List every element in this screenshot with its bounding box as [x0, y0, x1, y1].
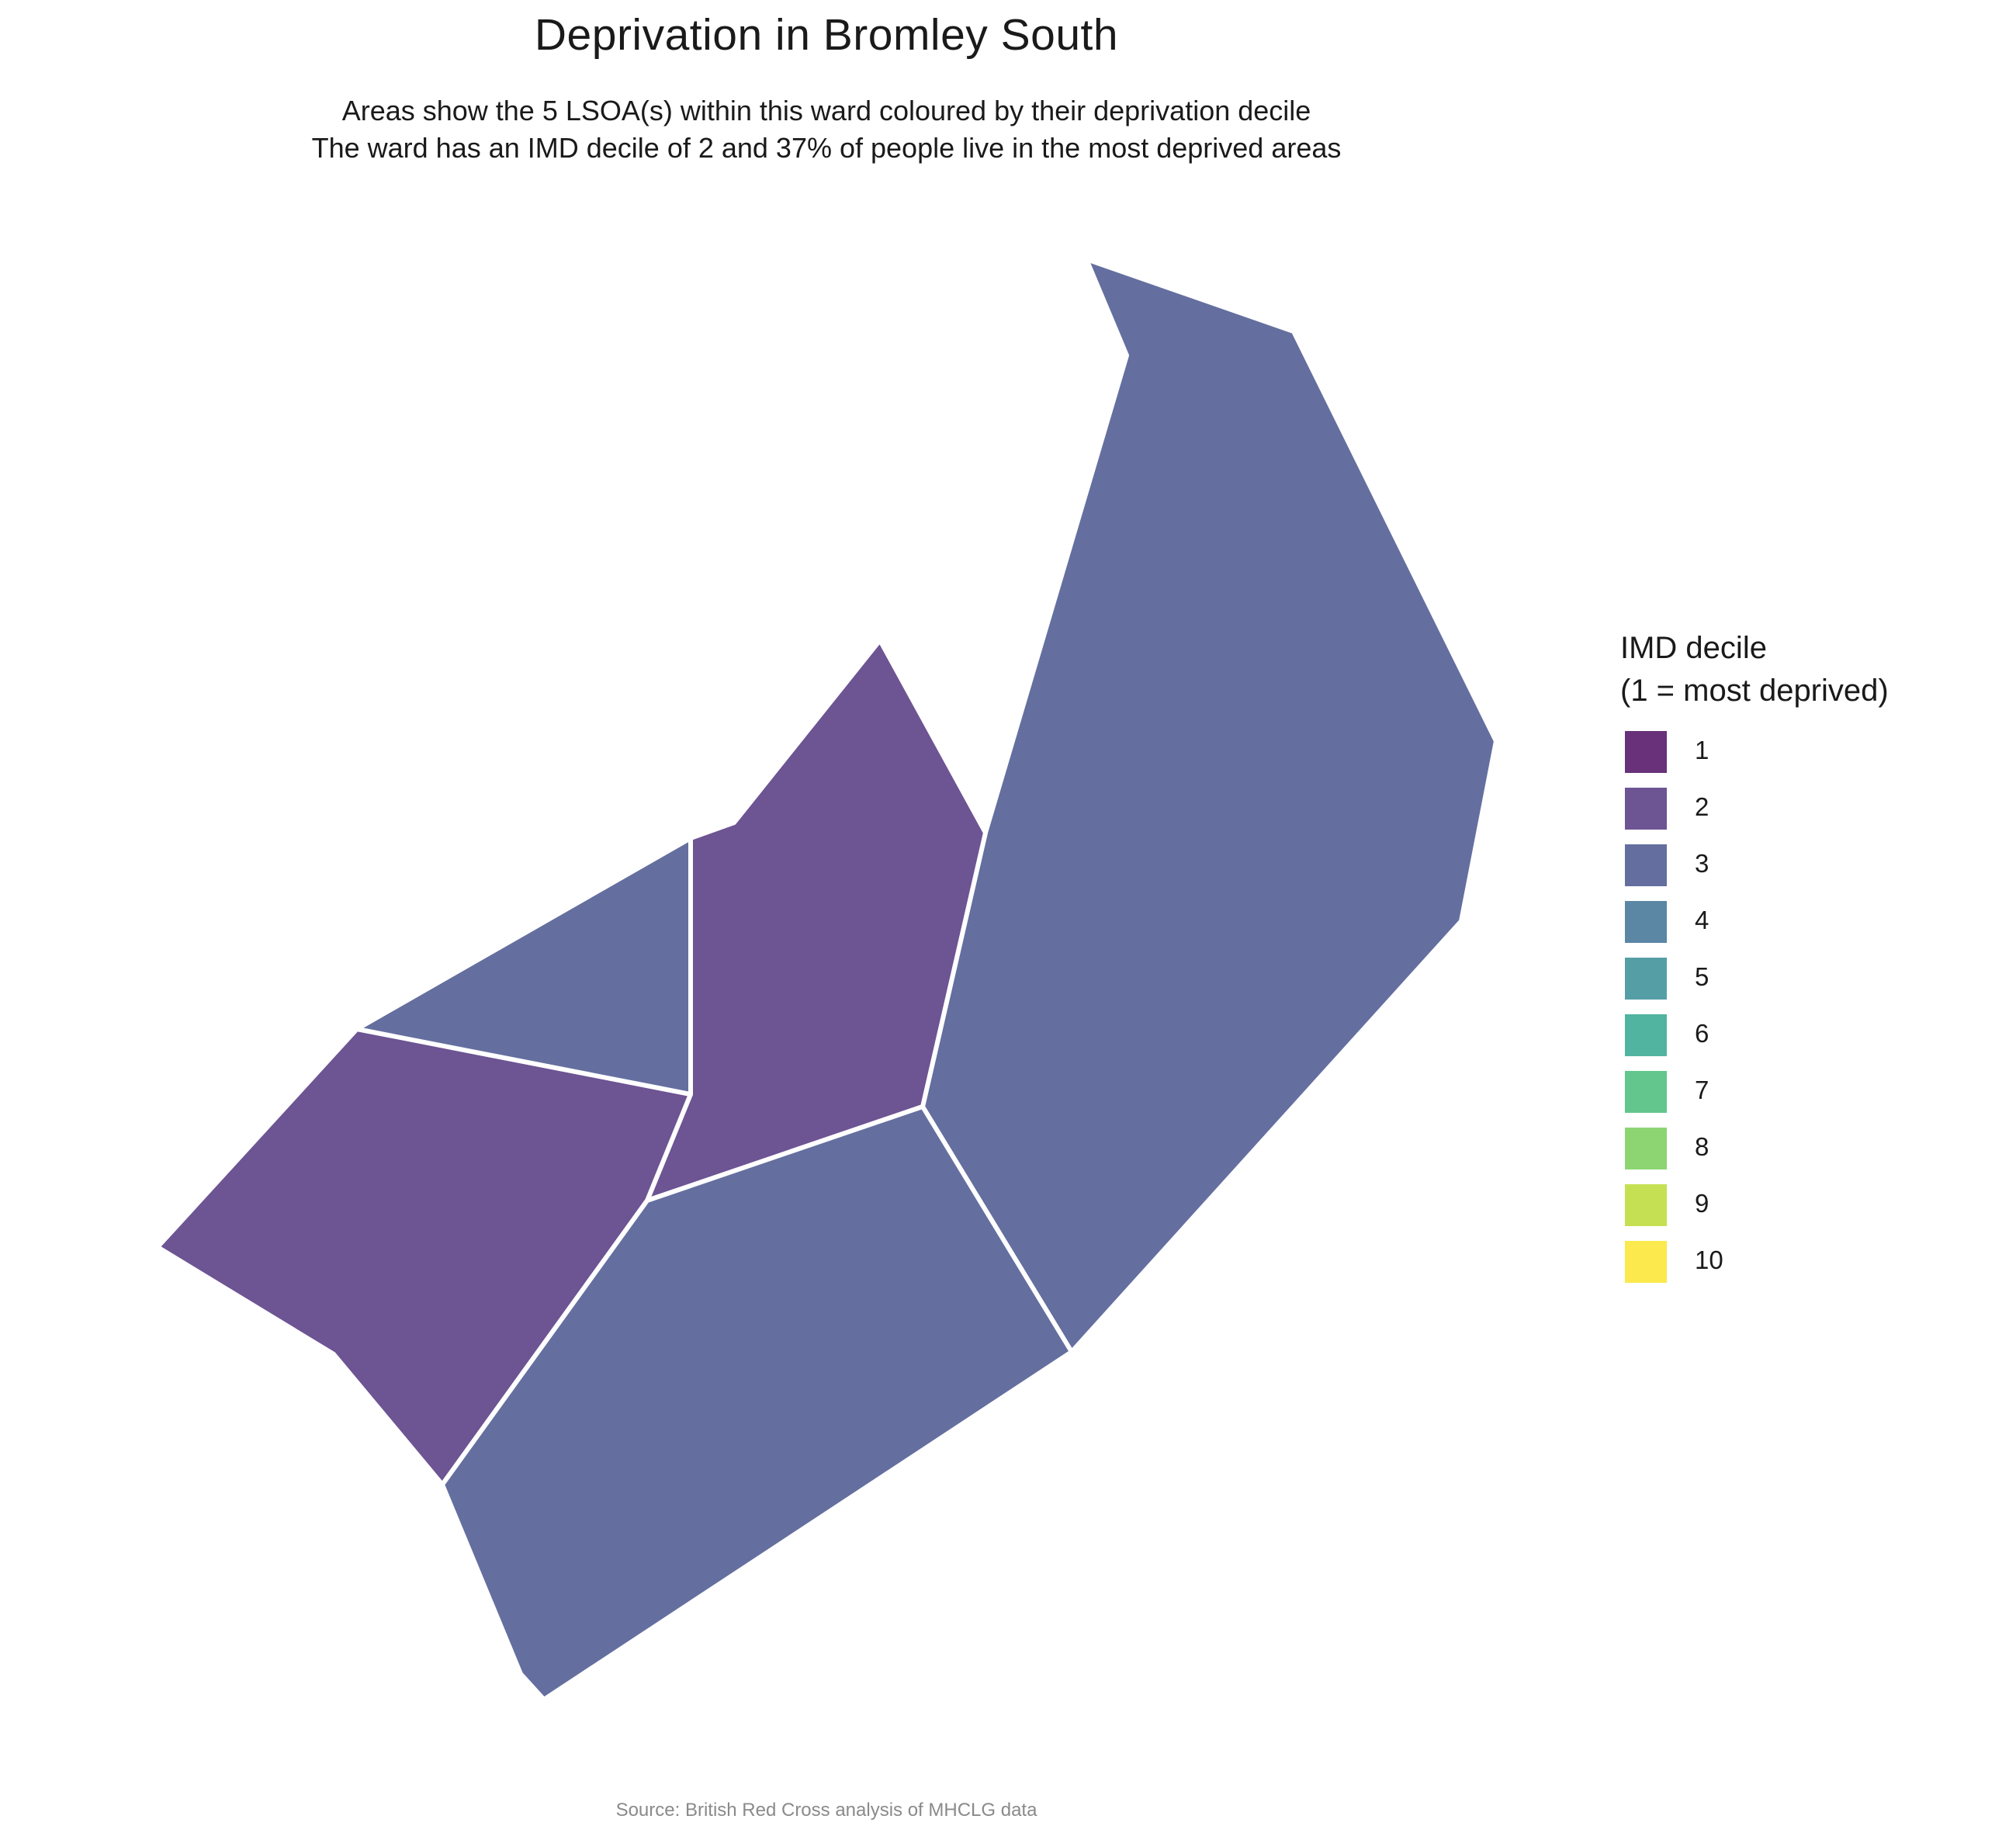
- legend-swatch: [1625, 1014, 1667, 1056]
- legend-title-line-2: (1 = most deprived): [1620, 674, 1889, 708]
- legend-swatch: [1625, 731, 1667, 773]
- legend-label: 1: [1695, 736, 1709, 764]
- legend-item: 8: [1620, 1124, 1889, 1181]
- legend-swatch: [1625, 1128, 1667, 1169]
- map-subtitle-line-2: The ward has an IMD decile of 2 and 37% …: [311, 132, 1342, 164]
- legend-item: 1: [1620, 728, 1889, 785]
- legend-items: 1 2 3 4 5 6 7 8 9 10: [1620, 728, 1889, 1294]
- legend-label: 10: [1695, 1246, 1723, 1274]
- legend-label: 6: [1695, 1019, 1709, 1048]
- legend-swatch: [1625, 844, 1667, 886]
- legend-swatch: [1625, 1241, 1667, 1283]
- legend-label: 7: [1695, 1076, 1709, 1104]
- legend-item: 5: [1620, 955, 1889, 1011]
- legend: IMD decile (1 = most deprived) 1 2 3 4 5 6 7 8 9…: [1620, 627, 1889, 1294]
- map-title: Deprivation in Bromley South: [534, 10, 1119, 60]
- legend-item: 9: [1620, 1181, 1889, 1238]
- legend-item: 10: [1620, 1238, 1889, 1294]
- legend-swatch: [1625, 1071, 1667, 1113]
- legend-label: 4: [1695, 906, 1709, 934]
- legend-label: 3: [1695, 849, 1709, 878]
- legend-item: 6: [1620, 1011, 1889, 1068]
- legend-item: 3: [1620, 841, 1889, 898]
- legend-swatch: [1625, 901, 1667, 943]
- legend-item: 7: [1620, 1068, 1889, 1124]
- legend-title-line-1: IMD decile: [1620, 631, 1767, 665]
- lsoa-area-northwest: [355, 836, 693, 1097]
- legend-item: 2: [1620, 785, 1889, 841]
- legend-label: 8: [1695, 1132, 1709, 1161]
- legend-swatch: [1625, 1184, 1667, 1226]
- legend-item: 4: [1620, 898, 1889, 955]
- legend-label: 5: [1695, 962, 1709, 991]
- map-subtitle-line-1: Areas show the 5 LSOA(s) within this war…: [341, 95, 1311, 126]
- lsoa-area-northeast: [920, 257, 1498, 1354]
- source-caption: Source: British Red Cross analysis of MH…: [615, 1800, 1037, 1821]
- legend-title: IMD decile (1 = most deprived): [1620, 627, 1889, 712]
- lsoa-area-south: [440, 1104, 1074, 1702]
- legend-swatch: [1625, 958, 1667, 1000]
- legend-label: 9: [1695, 1189, 1709, 1218]
- legend-label: 2: [1695, 792, 1709, 821]
- legend-swatch: [1625, 788, 1667, 830]
